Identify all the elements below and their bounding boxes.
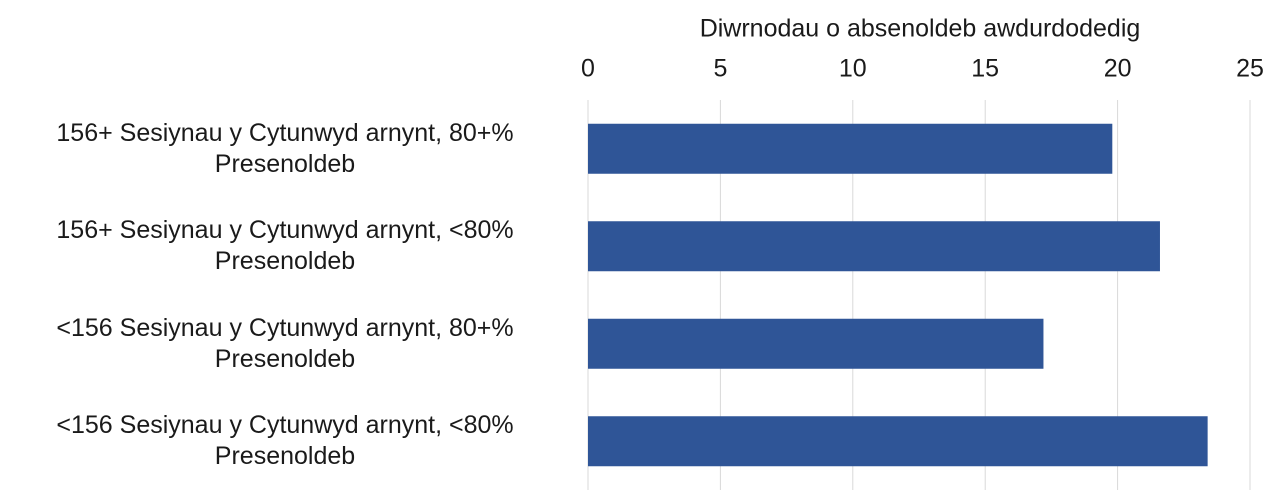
x-tick-label: 20 <box>1104 55 1132 83</box>
y-tick-label: 156+ Sesiynau y Cytunwyd arnynt, <80% Pr… <box>56 216 514 276</box>
bar <box>588 123 1113 174</box>
x-tick-label: 15 <box>971 55 999 83</box>
x-tick-label: 25 <box>1236 55 1264 83</box>
x-axis-title: Diwrnodau o absenoldeb awdurdodedig <box>700 15 1141 43</box>
bar <box>588 221 1160 272</box>
y-tick-label: <156 Sesiynau y Cytunwyd arnynt, <80% Pr… <box>56 411 514 471</box>
bar <box>588 318 1044 369</box>
x-tick-label: 10 <box>839 55 867 83</box>
y-tick-label: <156 Sesiynau y Cytunwyd arnynt, 80+% Pr… <box>56 313 514 373</box>
x-tick-label: 0 <box>581 55 595 83</box>
x-tick-label: 5 <box>713 55 727 83</box>
y-tick-label: 156+ Sesiynau y Cytunwyd arnynt, 80+% Pr… <box>56 118 514 178</box>
bar <box>588 416 1208 467</box>
